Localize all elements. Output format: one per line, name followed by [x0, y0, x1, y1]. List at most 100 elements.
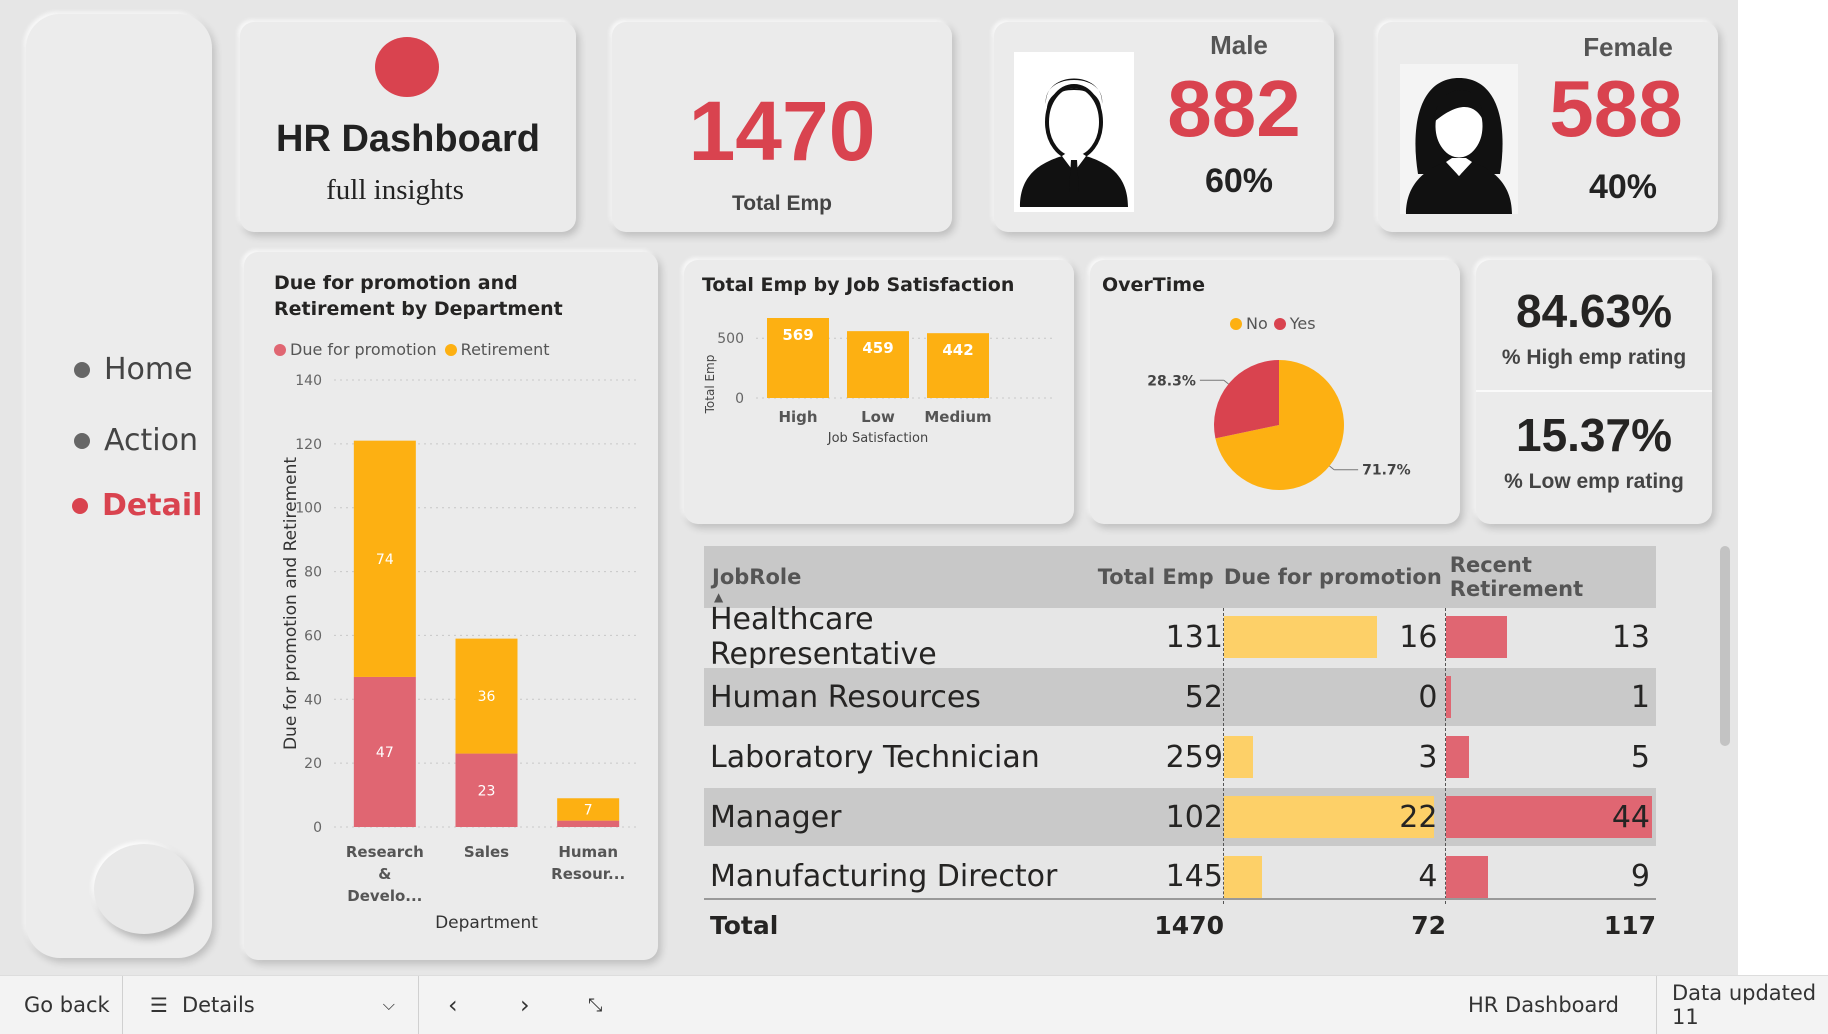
cell-total-emp: 102 — [1165, 799, 1223, 835]
prev-page-icon[interactable]: ‹ — [448, 991, 458, 1019]
promotion-data-bar — [1223, 796, 1434, 838]
nav-dot-icon — [72, 497, 88, 514]
total-emp-card: 1470 Total Emp — [612, 22, 952, 232]
y-tick-label: 0 — [735, 391, 744, 407]
x-tick-label: High — [778, 408, 817, 426]
footer-separator — [1656, 976, 1657, 1034]
leader-line — [1223, 379, 1229, 385]
legend-yes-dot — [1273, 317, 1286, 330]
y-tick-label: 120 — [295, 437, 322, 453]
retirement-value: 5 — [1630, 739, 1651, 775]
cell-due-promotion: 0 — [1222, 668, 1446, 726]
nav-action[interactable]: Action — [74, 423, 198, 458]
department-chart: 0 20 40 60 80 100 120 140 Due for promotion and … — [281, 373, 639, 933]
x-tick-label: Develo... — [347, 887, 422, 905]
table-header-row: JobRole ▲ Total Emp Due for promotion Re… — [704, 546, 1656, 610]
page-selector[interactable]: ☰ Details ⌵ — [150, 976, 395, 1034]
cell-total-emp: 131 — [1165, 619, 1223, 655]
leader-line — [1329, 465, 1335, 471]
overtime-card: OverTime No Yes 71.7% 28.3% — [1090, 260, 1460, 524]
data-updated-label: Data updated 11 — [1672, 981, 1817, 1029]
x-tick-label: Research — [346, 843, 424, 861]
promotion-value: 4 — [1418, 858, 1438, 894]
pie-slice-no — [1215, 360, 1344, 490]
nav-detail-label: Detail — [102, 488, 203, 523]
sidebar: Home Action Detail — [26, 14, 212, 958]
female-pct: 40% — [1588, 168, 1658, 206]
go-back-button[interactable]: Go back — [24, 993, 110, 1017]
female-label: Female — [1583, 32, 1673, 62]
retirement-data-bar — [1446, 616, 1508, 658]
data-label: 7 — [584, 802, 593, 818]
total-divider — [704, 898, 1656, 900]
data-label: 442 — [942, 341, 973, 359]
data-label: 459 — [862, 339, 893, 357]
nav-detail[interactable]: Detail — [72, 488, 202, 523]
cell-total-emp: 145 — [1165, 858, 1223, 894]
bar — [927, 333, 989, 398]
cell-jobrole: Healthcare Representative — [710, 602, 937, 672]
cell-recent-retirement: 9 — [1445, 848, 1656, 904]
cell-due-promotion: 22 — [1222, 788, 1446, 846]
x-axis-title: Department — [435, 913, 538, 933]
retirement-data-bar — [1446, 796, 1653, 838]
high-rating-label: % High emp rating — [1501, 346, 1687, 369]
job-satisfaction-card: Total Emp by Job Satisfaction 0 500 Total … — [684, 260, 1074, 524]
next-page-icon[interactable]: › — [520, 991, 530, 1019]
y-axis-title: Due for promotion and Retirement — [281, 457, 301, 750]
dashboard-title: HR Dashboard — [276, 118, 540, 160]
male-pct: 60% — [1204, 162, 1274, 200]
report-footer-bar: Go back ☰ Details ⌵ ‹ › ⤡ HR Dashboard D… — [0, 975, 1828, 1034]
list-icon: ☰ — [150, 993, 168, 1017]
legend-yes-label: Yes — [1289, 314, 1316, 333]
retirement-value: 13 — [1611, 619, 1651, 655]
data-label: 28.3% — [1147, 373, 1196, 389]
table-row[interactable]: Laboratory Technician 259 3 5 — [704, 728, 1656, 786]
retirement-value: 1 — [1630, 679, 1651, 715]
col-jobrole[interactable]: JobRole ▲ — [704, 546, 1095, 608]
report-canvas: Home Action Detail HR Dashboard full ins… — [0, 0, 1738, 975]
bar — [847, 331, 909, 398]
high-rating-value: 84.63% — [1515, 285, 1672, 337]
table-row[interactable]: Human Resources 52 0 1 — [704, 668, 1656, 726]
jobrole-table: JobRole ▲ Total Emp Due for promotion Re… — [696, 546, 1730, 956]
table-row[interactable]: Manager 102 22 44 — [704, 788, 1656, 846]
female-value: 588 — [1549, 64, 1683, 153]
cell-jobrole: Human Resources — [710, 679, 981, 715]
legend-retirement-label: Retirement — [460, 340, 550, 359]
col-total-emp[interactable]: Total Emp — [1097, 565, 1214, 589]
cell-total-emp: 259 — [1165, 739, 1223, 775]
table-row[interactable]: Healthcare Representative 131 16 13 — [704, 602, 1656, 672]
total-retirement-sum: 117 — [1603, 910, 1656, 940]
table-row[interactable]: Manufacturing Director 145 4 9 — [704, 848, 1656, 904]
nav-action-label: Action — [104, 423, 198, 458]
x-tick-label: & — [378, 865, 391, 883]
rating-divider — [1476, 390, 1712, 392]
data-label: 36 — [478, 689, 496, 705]
cell-due-promotion: 4 — [1222, 848, 1446, 904]
cell-jobrole: Laboratory Technician — [710, 739, 1040, 775]
promotion-value: 0 — [1418, 679, 1438, 715]
promotion-value: 3 — [1418, 739, 1438, 775]
data-label: 569 — [782, 326, 813, 344]
y-tick-label: 100 — [295, 501, 322, 517]
col-due-promotion[interactable]: Due for promotion — [1223, 565, 1442, 589]
department-chart-legend: Due for promotion Retirement — [274, 340, 550, 359]
department-chart-card: Due for promotion and Retirement by Depa… — [244, 252, 658, 960]
collapse-icon[interactable]: ⤡ — [588, 994, 603, 1016]
title-card: HR Dashboard full insights — [240, 22, 576, 232]
promotion-data-bar — [1223, 856, 1262, 898]
sort-up-icon[interactable]: ▲ — [714, 590, 724, 604]
report-name: HR Dashboard — [1468, 993, 1619, 1017]
round-button[interactable] — [94, 844, 194, 934]
nav-home[interactable]: Home — [74, 352, 193, 387]
x-tick-label: Low — [861, 408, 895, 426]
retirement-data-bar — [1446, 736, 1470, 778]
total-promotion-sum: 72 — [1411, 910, 1446, 940]
col-recent-retirement[interactable]: Recent Retirement — [1449, 553, 1584, 601]
bar-retirement — [455, 638, 518, 754]
red-dot-icon — [375, 37, 439, 97]
table-scrollbar[interactable] — [1720, 546, 1730, 746]
bar — [767, 318, 829, 398]
bar-retirement — [557, 798, 620, 821]
